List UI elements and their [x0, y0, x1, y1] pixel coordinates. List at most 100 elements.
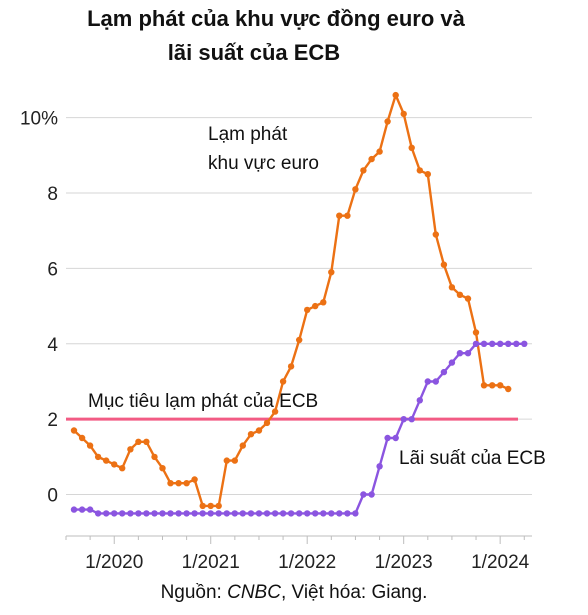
data-point [328, 269, 335, 276]
data-point [127, 446, 134, 453]
data-point [352, 510, 359, 517]
y-tick-label: 8 [47, 184, 58, 205]
data-point [521, 340, 528, 347]
y-tick-label: 10% [20, 109, 58, 130]
data-point [70, 506, 78, 513]
data-point [191, 476, 198, 483]
data-point [263, 510, 271, 517]
data-point [135, 438, 142, 445]
data-point [231, 457, 238, 464]
data-point [392, 91, 399, 99]
data-point [489, 340, 496, 347]
source-suffix: , Việt hóa: Giang. [280, 582, 428, 603]
data-point [199, 502, 206, 510]
data-point [207, 510, 214, 517]
data-point [456, 291, 464, 298]
data-point [489, 382, 496, 389]
data-point [392, 434, 399, 442]
data-point [279, 510, 287, 517]
data-point [143, 438, 150, 445]
data-point [119, 465, 126, 472]
data-point [223, 510, 230, 517]
data-point [352, 186, 359, 193]
data-point [320, 510, 327, 517]
data-point [344, 510, 351, 517]
data-point [207, 502, 214, 510]
source-prefix: Nguồn: [160, 582, 228, 603]
data-point [247, 510, 255, 517]
x-tick-label: 1/2021 [182, 552, 240, 573]
data-point [199, 510, 206, 517]
data-point [231, 510, 238, 517]
y-tick-label: 4 [47, 335, 58, 356]
data-point [456, 350, 464, 357]
y-tick-label: 6 [47, 259, 58, 280]
source-note: Nguồn: CNBC, Việt hóa: Giang. [0, 582, 588, 604]
data-point [312, 510, 319, 517]
data-point [505, 340, 512, 347]
source-publisher: CNBC [227, 582, 281, 603]
data-point [111, 461, 118, 468]
x-axis [65, 535, 532, 544]
y-tick-label: 2 [47, 410, 58, 431]
x-tick-label: 1/2020 [85, 552, 143, 573]
data-point [328, 510, 335, 517]
data-point [472, 329, 480, 336]
data-point [263, 419, 271, 427]
chart-title-line-1: Lạm phát của khu vực đồng euro và [87, 6, 465, 31]
data-point [94, 510, 102, 517]
data-point [368, 491, 375, 498]
data-point [296, 510, 303, 517]
data-point [103, 457, 110, 464]
data-point [384, 434, 391, 442]
series-line [74, 342, 525, 515]
data-point [111, 510, 118, 517]
data-point [175, 510, 182, 517]
data-point [215, 510, 222, 517]
data-point [247, 431, 255, 438]
x-tick-labels: 1/2020 1/2021 1/2022 1/2023 1/2024 [85, 552, 529, 573]
data-point [416, 397, 423, 404]
data-point [223, 457, 230, 464]
y-tick-labels: 0 2 4 6 8 10% [20, 109, 58, 507]
x-tick-label: 1/2022 [278, 552, 336, 573]
data-point [384, 118, 391, 125]
data-point [86, 506, 94, 513]
data-point [175, 480, 182, 487]
data-point [151, 510, 158, 517]
data-point [239, 442, 246, 449]
data-point [497, 382, 504, 389]
data-point [448, 284, 456, 291]
series-layer [70, 91, 528, 517]
data-point [336, 212, 343, 219]
data-point [167, 510, 174, 517]
data-point [368, 155, 375, 163]
data-point [360, 167, 367, 174]
data-point [408, 144, 415, 151]
data-point [159, 510, 166, 517]
data-point [151, 453, 158, 461]
data-point [135, 510, 142, 517]
data-point [271, 408, 279, 415]
data-point [255, 510, 263, 517]
data-point [183, 480, 190, 487]
gridlines [66, 117, 532, 496]
data-point [78, 434, 86, 442]
data-point [376, 148, 383, 155]
data-point [191, 510, 198, 517]
data-point [312, 302, 319, 310]
data-point [103, 510, 110, 517]
x-tick-label: 1/2024 [471, 552, 530, 573]
data-point [215, 502, 222, 510]
inflation-series [70, 91, 512, 510]
data-point [360, 491, 367, 498]
data-point [416, 167, 423, 174]
data-point [255, 427, 263, 434]
rate-series [70, 340, 528, 517]
data-point [400, 416, 407, 423]
data-point [86, 442, 94, 449]
data-point [279, 378, 287, 385]
data-point [304, 510, 311, 517]
data-point [320, 299, 327, 306]
